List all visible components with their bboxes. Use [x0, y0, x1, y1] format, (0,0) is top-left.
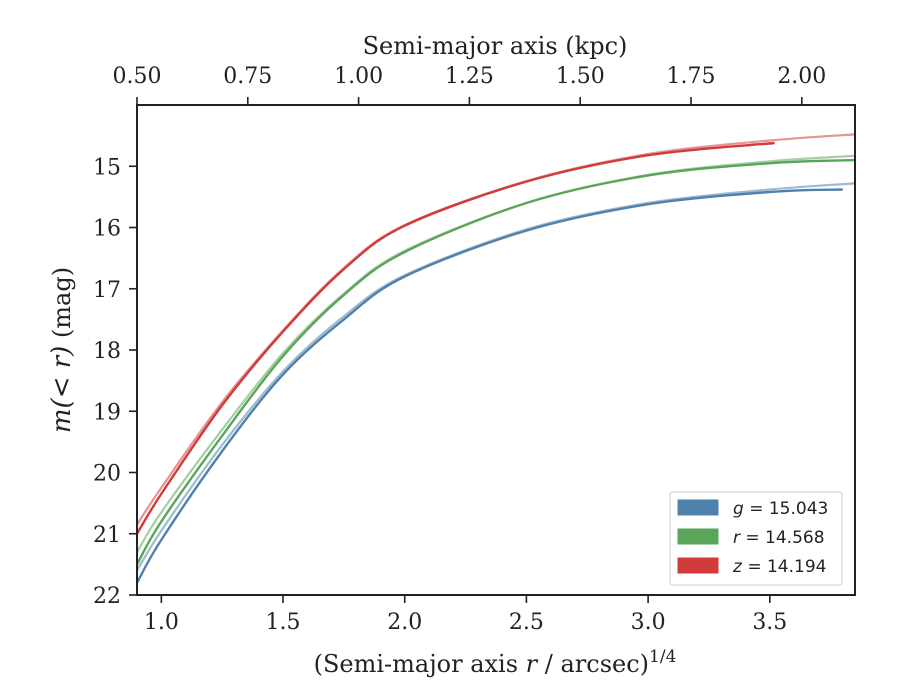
series-r-line [135, 158, 856, 565]
top-tick-label: 2.00 [777, 64, 826, 89]
bottom-axis-title-post: / arcsec) [537, 650, 649, 678]
series-layer [135, 133, 856, 584]
legend-label-z: z = 14.194 [732, 557, 826, 577]
legend-label-g: g = 15.043 [733, 499, 828, 519]
y-axis-title: m(< r) (mag) [47, 267, 77, 433]
y-tick-label: 19 [93, 400, 121, 425]
y-tick-label: 22 [93, 584, 121, 609]
y-tick-label: 18 [93, 339, 121, 364]
y-axis-title-unit: (mag) [48, 267, 76, 346]
bottom-axis-title: (Semi-major axis r / arcsec)1/4 [314, 647, 677, 678]
y-tick-label: 15 [93, 155, 121, 180]
y-tick-label: 16 [93, 217, 121, 242]
top-axis-title: Semi-major axis (kpc) [363, 32, 628, 60]
x-tick-label: 3.0 [631, 610, 666, 635]
x-tick-label: 3.5 [752, 610, 787, 635]
series-g-line [135, 188, 843, 584]
y-tick-label: 21 [93, 523, 121, 548]
top-tick-label: 1.00 [334, 64, 383, 89]
y-tick-label: 17 [93, 278, 121, 303]
legend-value-g: = 15.043 [744, 499, 829, 519]
x-tick-label: 1.0 [144, 610, 179, 635]
legend-swatch-r [677, 528, 719, 545]
bottom-axis-title-pre: (Semi-major axis [314, 650, 526, 678]
legend-value-r: = 14.568 [740, 528, 825, 548]
legend-swatch-z [677, 557, 719, 574]
legend-swatch-g [677, 499, 719, 516]
top-tick-label: 0.50 [113, 64, 162, 89]
legend-band-r: r [733, 528, 741, 548]
series-z-line [135, 141, 775, 535]
bottom-axis-title-exponent: 1/4 [649, 647, 676, 667]
top-tick-label: 1.75 [667, 64, 716, 89]
y-tick-label: 20 [93, 462, 121, 487]
top-tick-label: 0.75 [223, 64, 272, 89]
top-tick-label: 1.50 [556, 64, 605, 89]
top-tick-label: 1.25 [445, 64, 494, 89]
legend-label-r: r = 14.568 [733, 528, 825, 548]
legend-band-z: z [732, 557, 743, 577]
x-tick-label: 2.5 [509, 610, 544, 635]
bottom-axis-title-var: r [526, 650, 539, 678]
x-tick-label: 2.0 [387, 610, 422, 635]
axis-layer: 1.0 1.5 2.0 2.5 3.0 3.5 0.50 0.75 1.00 1.25 1.50 1.… [93, 64, 826, 635]
y-axis-title-math: m(< r) [47, 346, 77, 433]
legend-band-g: g [733, 499, 744, 519]
x-tick-label: 1.5 [266, 610, 301, 635]
legend-value-z: = 14.194 [742, 557, 827, 577]
